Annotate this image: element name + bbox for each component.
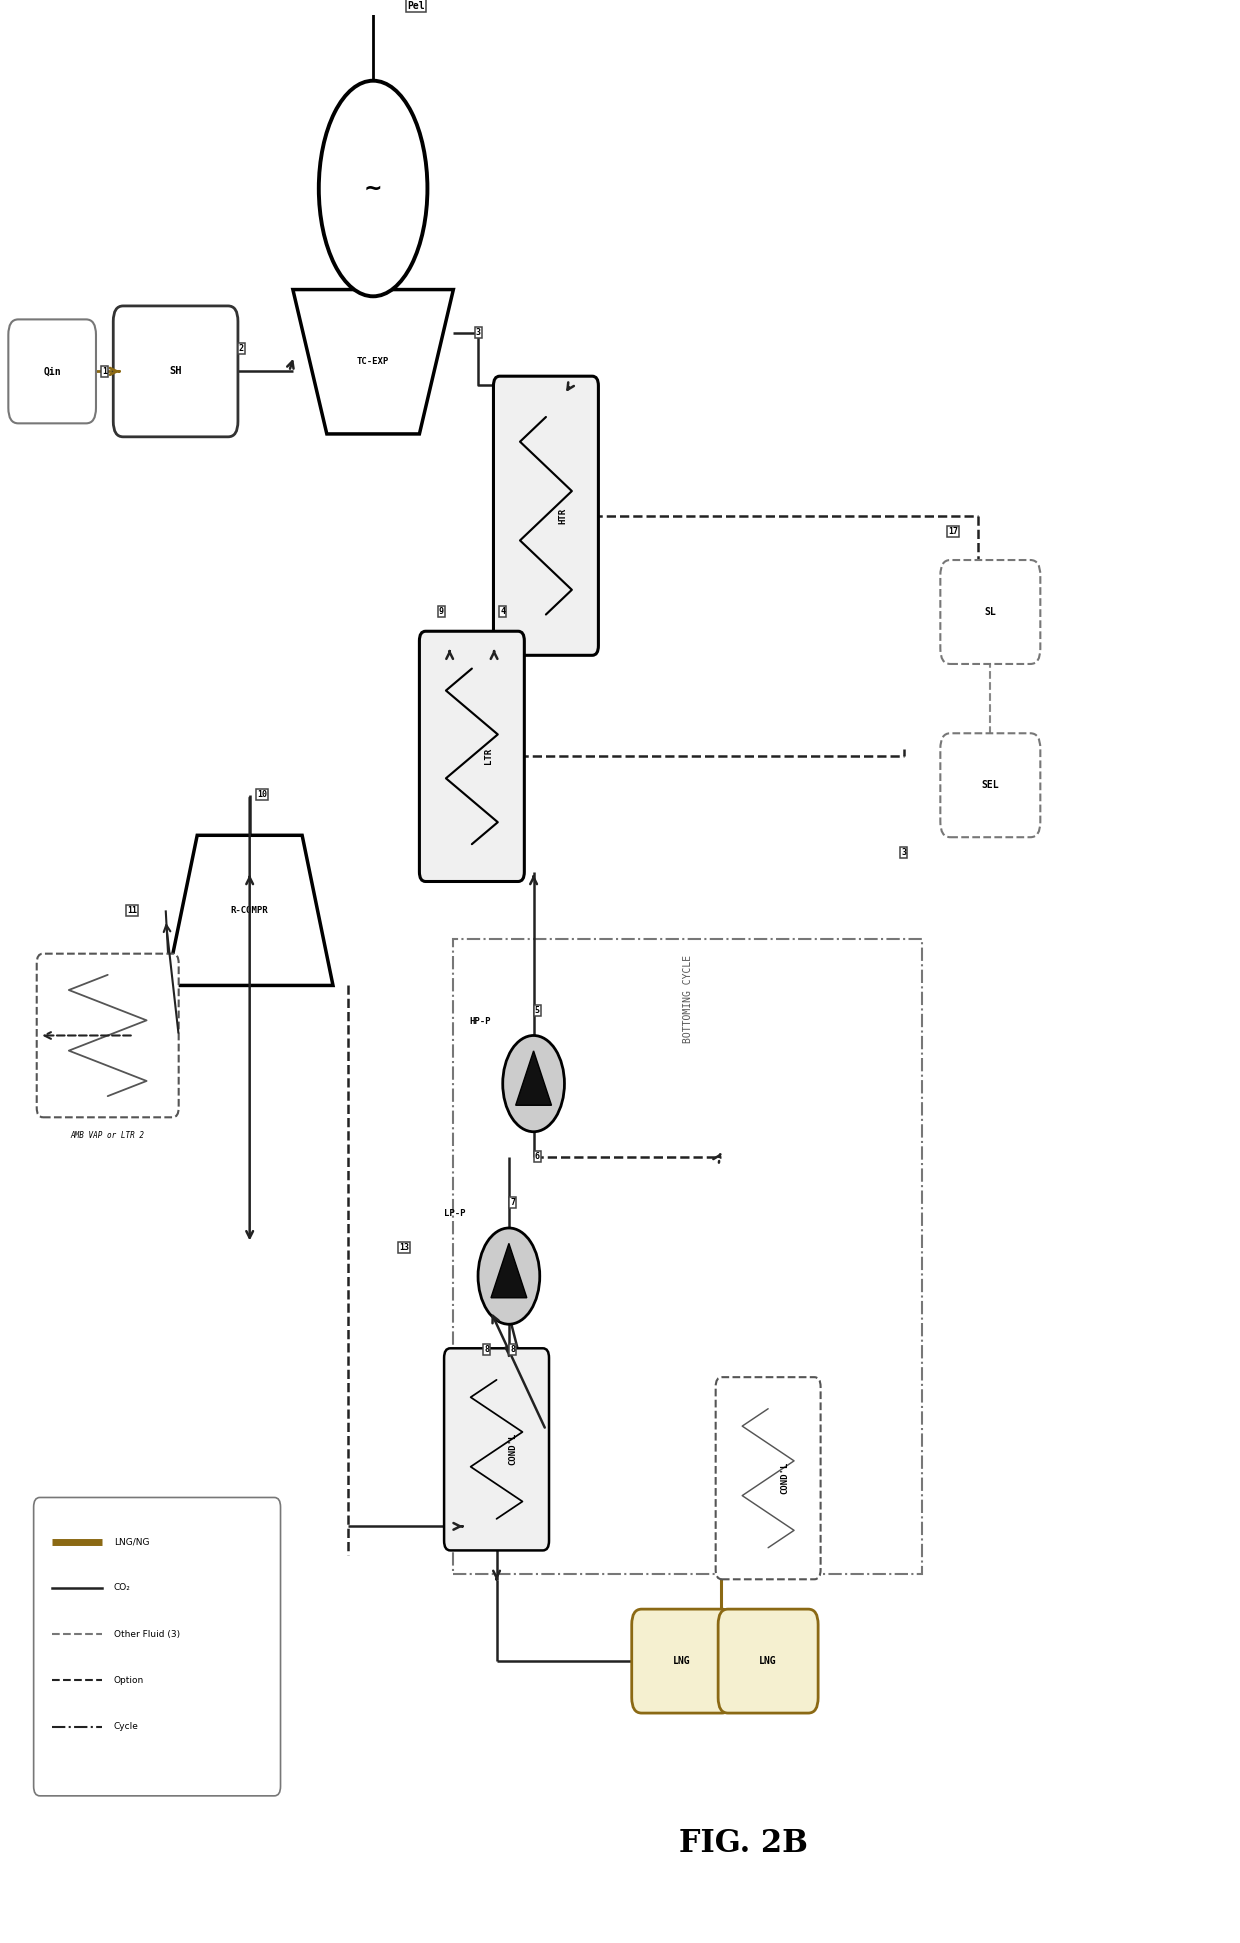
Text: Cycle: Cycle	[114, 1721, 139, 1731]
FancyBboxPatch shape	[940, 560, 1040, 665]
Text: 5: 5	[534, 1006, 539, 1014]
Text: ~: ~	[363, 179, 382, 198]
Polygon shape	[293, 290, 454, 433]
Text: 17: 17	[949, 527, 959, 536]
Polygon shape	[166, 835, 334, 985]
Text: 3: 3	[475, 328, 481, 338]
Text: FIG. 2B: FIG. 2B	[680, 1828, 808, 1859]
Text: 2: 2	[238, 344, 243, 354]
Text: 13: 13	[399, 1244, 409, 1251]
Polygon shape	[516, 1051, 552, 1106]
FancyBboxPatch shape	[715, 1378, 821, 1580]
Text: COND'L: COND'L	[508, 1434, 518, 1465]
Text: LTR: LTR	[484, 748, 494, 764]
Text: 8: 8	[484, 1345, 489, 1354]
Text: 6: 6	[534, 1152, 539, 1162]
Text: BOTTOMING CYCLE: BOTTOMING CYCLE	[683, 954, 693, 1043]
Text: TC-EXP: TC-EXP	[357, 358, 389, 365]
Bar	[454, 938, 923, 1574]
Text: 7: 7	[510, 1199, 515, 1207]
Text: COND'L: COND'L	[780, 1461, 790, 1494]
Text: LNG/NG: LNG/NG	[114, 1537, 149, 1547]
Text: SL: SL	[985, 606, 996, 618]
Ellipse shape	[319, 82, 428, 295]
Text: AMB VAP or LTR 2: AMB VAP or LTR 2	[71, 1131, 145, 1141]
Circle shape	[502, 1036, 564, 1131]
Text: Other Fluid (3): Other Fluid (3)	[114, 1630, 180, 1638]
Text: SH: SH	[170, 367, 182, 377]
FancyBboxPatch shape	[444, 1348, 549, 1551]
Text: 11: 11	[128, 905, 138, 915]
Text: 8: 8	[510, 1345, 515, 1354]
Text: R-COMPR: R-COMPR	[231, 905, 269, 915]
Text: 9: 9	[439, 608, 444, 616]
FancyBboxPatch shape	[33, 1498, 280, 1795]
Text: LP-P: LP-P	[444, 1209, 466, 1218]
Text: CO₂: CO₂	[114, 1584, 130, 1593]
FancyBboxPatch shape	[718, 1609, 818, 1714]
FancyBboxPatch shape	[940, 733, 1040, 837]
FancyBboxPatch shape	[631, 1609, 732, 1714]
Text: Option: Option	[114, 1677, 144, 1685]
Text: 4: 4	[500, 608, 505, 616]
FancyBboxPatch shape	[494, 377, 599, 655]
FancyBboxPatch shape	[113, 305, 238, 437]
FancyBboxPatch shape	[419, 631, 525, 882]
Text: 3: 3	[901, 847, 906, 857]
Circle shape	[479, 1228, 539, 1325]
Text: Qin: Qin	[43, 367, 61, 377]
Text: 1: 1	[102, 367, 107, 375]
Text: HTR: HTR	[558, 507, 567, 525]
Text: LNG: LNG	[673, 1655, 691, 1665]
Text: HP-P: HP-P	[469, 1016, 490, 1026]
Text: Pel: Pel	[408, 0, 425, 10]
FancyBboxPatch shape	[9, 319, 95, 424]
FancyBboxPatch shape	[37, 954, 179, 1117]
Text: 10: 10	[257, 791, 267, 799]
Polygon shape	[491, 1244, 527, 1298]
Text: LNG: LNG	[759, 1655, 777, 1665]
Text: SEL: SEL	[982, 781, 999, 791]
